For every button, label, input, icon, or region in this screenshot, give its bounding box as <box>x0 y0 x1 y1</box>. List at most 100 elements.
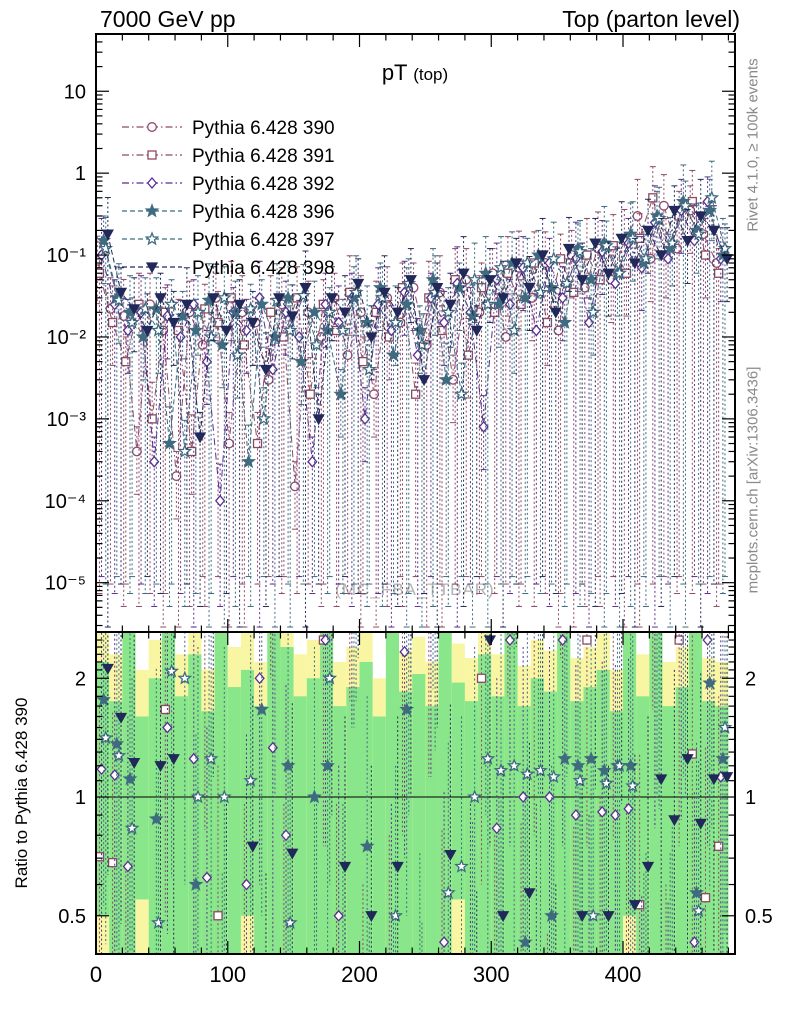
data-marker-star <box>214 337 230 352</box>
band-green-bin <box>425 706 439 954</box>
data-marker-star <box>678 198 693 213</box>
data-marker-triangle-down <box>589 238 602 250</box>
data-marker-star <box>467 271 483 287</box>
ratio-tick-label-right: 1 <box>745 787 756 809</box>
data-marker-star <box>243 301 259 316</box>
band-green-bin <box>464 701 479 954</box>
band-green-bin <box>175 696 189 954</box>
data-marker-star <box>702 675 718 690</box>
data-marker-triangle-down <box>233 299 246 311</box>
data-marker-star <box>254 296 270 311</box>
series-pythia-6-428-398 <box>101 178 734 628</box>
legend-label: Pythia 6.428 392 <box>192 174 335 195</box>
legend-label: Pythia 6.428 397 <box>192 230 335 251</box>
legend-item-pythia-6-428-397 <box>122 231 182 246</box>
data-marker-star <box>333 386 349 401</box>
data-marker-square <box>252 438 263 449</box>
data-marker-star <box>572 243 588 258</box>
band-green-bin <box>135 716 149 900</box>
data-marker-circle <box>290 481 300 492</box>
data-marker-star <box>454 858 469 873</box>
band-green-bin <box>161 632 176 954</box>
data-marker-triangle-down <box>273 293 286 305</box>
data-marker-star <box>282 914 298 930</box>
data-marker-star <box>452 279 467 294</box>
y-tick-label: 10⁻² <box>47 327 87 349</box>
data-marker-star <box>465 308 481 323</box>
data-marker-triangle-down <box>523 888 536 900</box>
band-green-bin <box>346 687 360 954</box>
data-marker-star <box>440 885 456 900</box>
data-marker-star <box>559 275 575 290</box>
data-marker-star <box>162 435 177 450</box>
data-marker-diamond <box>623 802 634 815</box>
data-marker-square <box>582 635 592 645</box>
data-marker-star <box>309 337 324 352</box>
data-marker-star <box>546 768 562 784</box>
band-green-bin <box>201 711 215 954</box>
data-marker-triangle-down <box>576 911 589 923</box>
band-green-bin <box>478 654 492 954</box>
x-tick-label: 200 <box>341 962 378 987</box>
data-marker-circle <box>632 211 643 221</box>
data-marker-triangle-down <box>180 299 193 311</box>
data-marker-triangle-down <box>391 861 404 873</box>
data-marker-star <box>150 915 166 930</box>
data-marker-star <box>124 820 140 835</box>
data-marker-triangle-down <box>668 815 681 827</box>
data-marker-triangle-down <box>576 275 589 287</box>
data-marker-diamond <box>241 324 252 337</box>
ratio-tick-label-left: 0.5 <box>58 906 86 928</box>
data-marker-triangle-down <box>431 283 444 294</box>
mcplots-attribution-label: mcplots.cern.ch [arXiv:1306.3436] <box>744 366 762 594</box>
data-marker-star <box>216 789 232 804</box>
x-tick-label: 0 <box>90 962 102 987</box>
y-tick-label: 10⁻⁴ <box>45 491 86 513</box>
data-marker-star <box>664 235 680 250</box>
data-marker-star <box>519 766 535 781</box>
data-marker-circle <box>369 389 379 400</box>
data-marker-square <box>648 193 658 203</box>
band-green-bin <box>623 632 637 916</box>
data-marker-triangle-down <box>101 229 114 241</box>
plot-title-main: pT <box>381 60 408 85</box>
data-marker-star <box>137 301 153 316</box>
band-green-bin <box>530 678 544 954</box>
data-marker-triangle-down <box>365 911 378 923</box>
legend-item-pythia-6-428-391 <box>122 150 182 160</box>
data-marker-square <box>147 414 157 424</box>
data-marker-triangle-down <box>641 861 655 873</box>
data-marker-circle <box>658 200 669 211</box>
data-marker-star <box>506 322 522 337</box>
data-marker-triangle-down <box>141 325 154 337</box>
data-marker-star <box>241 453 257 469</box>
data-marker-star <box>306 789 322 804</box>
data-marker-diamond <box>320 634 331 647</box>
data-marker-star <box>544 907 559 923</box>
data-marker-square <box>516 299 526 310</box>
data-marker-star <box>122 771 138 786</box>
data-marker-diamond <box>610 809 621 822</box>
data-marker-diamond <box>122 324 134 337</box>
data-marker-star <box>320 757 335 773</box>
data-marker-triangle-down <box>338 307 352 319</box>
data-marker-triangle-down <box>444 299 457 311</box>
data-marker-triangle-down <box>246 317 259 329</box>
legend <box>122 122 182 274</box>
data-marker-star <box>691 903 706 918</box>
data-marker-star <box>188 876 204 891</box>
band-green-bin <box>240 669 255 916</box>
y-tick-label: 1 <box>75 163 86 185</box>
data-marker-diamond <box>702 634 713 647</box>
data-marker-triangle-down <box>681 754 694 766</box>
band-green-bin <box>280 647 294 954</box>
data-marker-square <box>121 356 131 367</box>
data-marker-triangle-down <box>114 287 128 299</box>
band-green-bin <box>359 661 373 954</box>
data-marker-square <box>687 749 697 759</box>
data-marker-star <box>544 279 559 294</box>
data-marker-diamond <box>188 752 199 765</box>
band-green-bin <box>227 687 241 954</box>
data-marker-diamond <box>109 769 120 782</box>
